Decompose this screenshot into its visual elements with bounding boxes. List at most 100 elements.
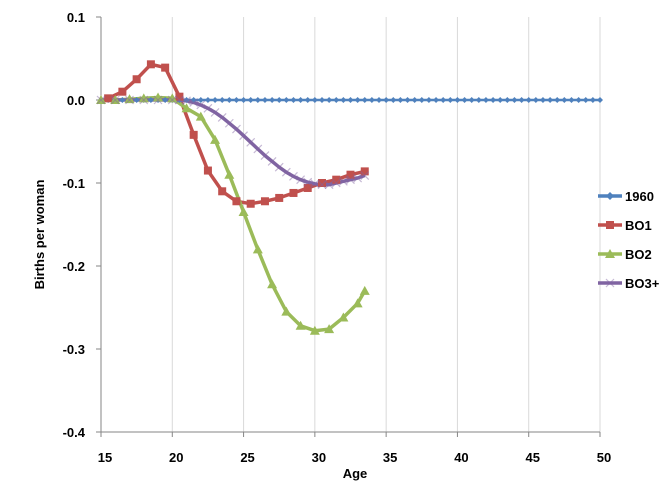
data-point-1960 xyxy=(326,97,333,103)
data-point-1960 xyxy=(376,97,383,103)
data-point-bo3- xyxy=(296,175,306,185)
data-point-bo2 xyxy=(359,285,370,295)
x-tick-label: 35 xyxy=(383,450,397,465)
data-point-bo3- xyxy=(224,118,234,128)
data-point-bo2 xyxy=(252,244,263,254)
data-point-1960 xyxy=(547,97,554,103)
marker-stroke xyxy=(605,278,615,288)
legend-item-bo3-: BO3+ xyxy=(598,276,660,291)
data-point-bo3- xyxy=(174,95,184,105)
marker-stroke xyxy=(274,162,284,172)
data-point-bo1 xyxy=(203,166,212,175)
marker-stroke xyxy=(303,177,313,187)
data-point-1960 xyxy=(183,97,190,103)
data-point-bo2 xyxy=(295,320,306,330)
legend-swatch-marker xyxy=(605,249,615,258)
marker-stroke xyxy=(167,95,177,105)
marker-stroke xyxy=(224,118,234,128)
data-point-bo3- xyxy=(125,95,134,105)
marker-stroke xyxy=(246,137,256,147)
marker-stroke xyxy=(310,179,320,189)
marker-stroke xyxy=(267,156,277,166)
data-point-1960 xyxy=(212,97,219,103)
marker-stroke xyxy=(605,278,615,288)
marker-stroke xyxy=(125,95,134,105)
data-point-bo1 xyxy=(104,94,113,103)
marker-stroke xyxy=(289,171,298,181)
data-point-1960 xyxy=(482,97,489,103)
data-point-bo3- xyxy=(303,177,313,187)
data-point-1960 xyxy=(433,97,440,103)
legend-item-1960: 1960 xyxy=(598,189,654,204)
y-tick-label: -0.1 xyxy=(63,176,85,191)
data-point-bo2 xyxy=(210,134,221,144)
data-point-1960 xyxy=(440,97,447,103)
data-point-bo1 xyxy=(346,170,355,179)
marker-stroke xyxy=(353,173,363,183)
data-point-1960 xyxy=(347,97,354,103)
data-point-1960 xyxy=(276,97,283,103)
data-point-1960 xyxy=(390,97,397,103)
data-point-bo3- xyxy=(260,151,270,161)
marker-stroke xyxy=(246,137,256,147)
marker-stroke xyxy=(96,95,106,105)
data-point-bo1 xyxy=(317,179,326,187)
x-tick-label: 45 xyxy=(525,450,539,465)
data-point-1960 xyxy=(504,97,511,103)
data-point-1960 xyxy=(240,97,247,103)
marker-stroke xyxy=(360,171,370,180)
x-tick-label: 25 xyxy=(240,450,254,465)
marker-stroke xyxy=(310,179,320,189)
data-point-bo2 xyxy=(338,312,349,322)
marker-stroke xyxy=(203,103,213,113)
marker-stroke xyxy=(182,96,191,106)
marker-stroke xyxy=(317,180,327,190)
data-point-bo3- xyxy=(253,144,263,154)
marker-stroke xyxy=(174,95,184,105)
data-point-bo1 xyxy=(175,92,184,101)
legend-label: BO1 xyxy=(625,218,652,233)
marker-stroke xyxy=(232,124,241,134)
data-point-bo3- xyxy=(331,178,341,188)
data-point-bo3- xyxy=(217,113,227,122)
data-point-bo3- xyxy=(324,180,334,190)
marker-stroke xyxy=(289,171,298,181)
data-point-bo2 xyxy=(224,169,235,179)
data-point-1960 xyxy=(133,97,140,103)
legend-item-bo1: BO1 xyxy=(598,218,652,233)
legend-item-bo2: BO2 xyxy=(598,247,652,262)
legend-swatch-marker xyxy=(606,192,614,200)
marker-stroke xyxy=(196,100,206,110)
marker-stroke xyxy=(210,108,220,117)
marker-stroke xyxy=(196,100,206,110)
marker-stroke xyxy=(189,98,199,107)
marker-stroke xyxy=(260,151,270,161)
marker-stroke xyxy=(338,176,348,186)
y-tick-label: -0.2 xyxy=(63,259,85,274)
marker-stroke xyxy=(182,96,191,106)
marker-stroke xyxy=(125,95,134,105)
data-point-bo1 xyxy=(289,188,298,197)
data-point-bo1 xyxy=(146,60,155,69)
data-point-bo2 xyxy=(167,93,178,103)
data-point-1960 xyxy=(304,97,311,103)
gridlines xyxy=(171,17,601,432)
data-point-bo3- xyxy=(239,131,248,141)
marker-stroke xyxy=(296,175,306,185)
data-point-1960 xyxy=(190,97,197,103)
data-point-1960 xyxy=(247,97,254,103)
data-point-bo3- xyxy=(353,173,363,183)
x-tick-label: 20 xyxy=(169,450,183,465)
data-point-1960 xyxy=(269,97,276,103)
data-point-1960 xyxy=(568,97,575,103)
legend-swatch-marker xyxy=(605,278,615,288)
marker-stroke xyxy=(296,175,306,185)
x-tick-label: 30 xyxy=(312,450,326,465)
marker-stroke xyxy=(203,103,213,113)
marker-stroke xyxy=(324,180,334,190)
data-point-bo1 xyxy=(218,187,227,196)
data-point-bo1 xyxy=(189,130,198,139)
